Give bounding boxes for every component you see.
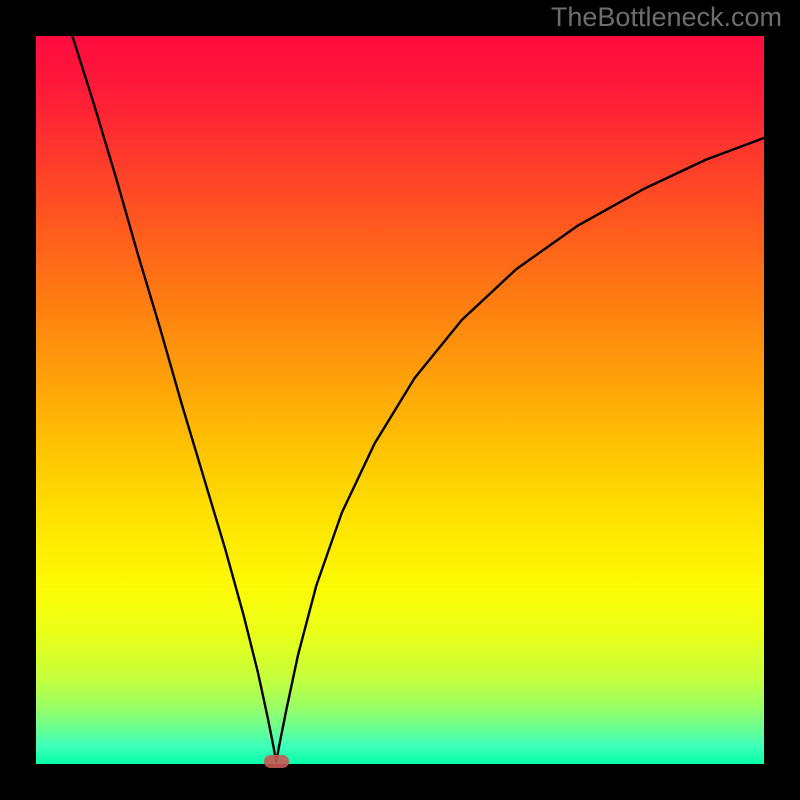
- optimal-point-marker: [264, 755, 289, 768]
- bottleneck-curve: [36, 36, 764, 764]
- plot-area: [36, 36, 764, 764]
- curve-path: [72, 36, 764, 763]
- watermark-text: TheBottleneck.com: [551, 2, 782, 33]
